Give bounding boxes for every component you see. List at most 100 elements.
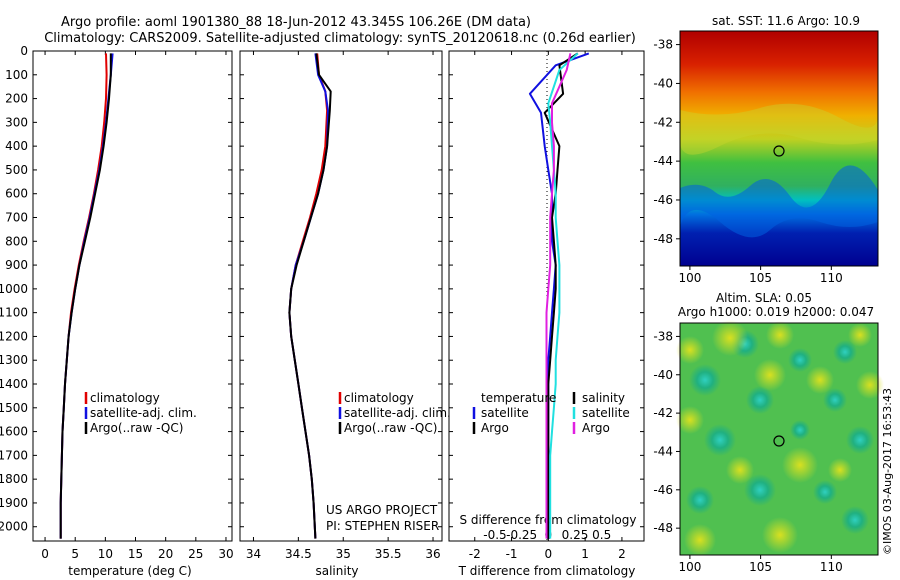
x-tick-label: 30	[218, 547, 233, 561]
series-argo-raw-qc	[59, 53, 112, 539]
header-line1: Argo profile: aoml 1901380_88 18-Jun-201…	[61, 15, 531, 30]
x-tick-label: -1	[506, 547, 518, 561]
sst-front	[680, 165, 878, 238]
lat-tick-label: -46	[653, 193, 673, 207]
lon-tick-label: 110	[820, 271, 843, 285]
lat-tick-label: -38	[653, 329, 673, 343]
sla-eddy	[766, 321, 794, 349]
sla-eddy	[790, 420, 810, 440]
sla-eddy	[813, 480, 837, 504]
sla-map-title2: Argo h1000: 0.019 h2000: 0.047	[678, 305, 874, 319]
depth-tick-label: 0	[20, 44, 28, 58]
lat-tick-label: -40	[653, 76, 673, 90]
depth-tick-label: 1600	[0, 425, 28, 439]
x-tick-label: 36	[425, 547, 440, 561]
depth-axis: 0 100 200 300 400 500 600 700 800 900 1000 1100 1200…	[0, 44, 644, 534]
sla-eddy	[762, 517, 798, 553]
sla-eddy	[686, 486, 714, 514]
s-tick-label: 0.25	[562, 528, 589, 542]
lat-tick-label: -44	[653, 154, 673, 168]
series-satellite-adj-clim	[59, 53, 114, 539]
depth-tick-label: 1900	[0, 496, 28, 510]
series-salinity-satellite	[547, 52, 579, 539]
legend-s-satellite: satellite	[582, 406, 630, 420]
sst-band	[680, 103, 879, 155]
x-tick-label: 35	[336, 547, 351, 561]
depth-tick-label: 1700	[0, 448, 28, 462]
x-tick-label: 10	[98, 547, 113, 561]
sst-map	[679, 30, 879, 267]
legend-t-argo: Argo	[481, 421, 509, 435]
lat-tick-label: -48	[653, 232, 673, 246]
sla-map-title1: Altim. SLA: 0.05	[716, 291, 812, 305]
credit-pi: PI: STEPHEN RISER	[326, 519, 439, 533]
legend-t-satellite: satellite	[481, 406, 529, 420]
depth-tick-label: 1000	[0, 282, 28, 296]
depth-tick-label: 1800	[0, 472, 28, 486]
legend-argo: Argo(..raw -QC)	[344, 421, 437, 435]
sla-eddy	[676, 406, 704, 434]
footer-stamp: ©IMOS 03-Aug-2017 16:53:43	[881, 388, 894, 555]
series-climatology	[288, 53, 329, 539]
lat-tick-label: -46	[653, 483, 673, 497]
salinity-panel-frame	[239, 50, 443, 542]
sla-eddy	[684, 524, 716, 556]
depth-tick-label: 1500	[0, 401, 28, 415]
depth-tick-label: 800	[5, 234, 28, 248]
x-tick-label: 1	[581, 547, 589, 561]
difference-profiles	[528, 52, 590, 539]
temperature-legend: climatology satellite-adj. clim. Argo(..…	[84, 391, 197, 435]
sla-eddy	[754, 359, 786, 391]
lon-tick-label: 110	[820, 560, 843, 574]
depth-tick-label: 1300	[0, 353, 28, 367]
lon-tick-label: 100	[678, 560, 701, 574]
salinity-x-axis: 34 34.5 35 35.5 36	[246, 51, 441, 561]
lat-tick-label: -42	[653, 115, 673, 129]
lat-tick-label: -40	[653, 368, 673, 382]
depth-tick-label: 500	[5, 163, 28, 177]
legend-satellite: satellite-adj. clim.	[90, 406, 197, 420]
lon-tick-label: 105	[749, 271, 772, 285]
sla-eddy	[841, 506, 869, 534]
temperature-x-axis: 0 5 10 15 20 25 30	[41, 51, 234, 561]
series-satellite-adj-clim	[288, 53, 329, 539]
depth-tick-label: 2000	[0, 520, 28, 534]
lon-tick-label: 100	[678, 271, 701, 285]
legend-s-argo: Argo	[582, 421, 610, 435]
lon-tick-label: 105	[749, 560, 772, 574]
depth-tick-label: 900	[5, 258, 28, 272]
sla-eddy	[744, 474, 776, 506]
s-tick-label: -0.5	[483, 528, 506, 542]
sla-eddy	[856, 371, 884, 399]
depth-tick-label: 300	[5, 115, 28, 129]
legend-argo: Argo(..raw -QC)	[90, 421, 183, 435]
difference-legend: temperature satellite Argo salinity sate…	[472, 391, 630, 435]
depth-tick-label: 1400	[0, 377, 28, 391]
series-argo-raw-qc	[288, 53, 332, 539]
legend-climatology: climatology	[90, 391, 160, 405]
x-tick-label: 0	[41, 547, 49, 561]
sla-eddy	[689, 364, 721, 396]
x-tick-label: 15	[128, 547, 143, 561]
x-tick-label: 35.5	[375, 547, 402, 561]
x-tick-label: 2	[618, 547, 626, 561]
header-line2: Climatology: CARS2009. Satellite-adjuste…	[44, 31, 636, 46]
argo-float-marker	[773, 145, 785, 157]
sla-eddy	[712, 320, 748, 356]
legend-climatology: climatology	[344, 391, 414, 405]
depth-tick-label: 600	[5, 187, 28, 201]
credit-project: US ARGO PROJECT	[326, 503, 438, 517]
sla-eddy	[746, 386, 774, 414]
depth-tick-label: 400	[5, 139, 28, 153]
salinity-xlabel: salinity	[315, 564, 358, 578]
lat-tick-label: -42	[653, 406, 673, 420]
sla-eddy	[726, 456, 754, 484]
lat-tick-label: -48	[653, 521, 673, 535]
series-salinity-argo	[545, 53, 572, 539]
legend-satellite: satellite-adj. clim.	[344, 406, 451, 420]
depth-tick-label: 700	[5, 211, 28, 225]
sla-eddy	[848, 323, 872, 347]
sla-eddy	[828, 458, 852, 482]
temperature-profiles	[59, 53, 114, 539]
